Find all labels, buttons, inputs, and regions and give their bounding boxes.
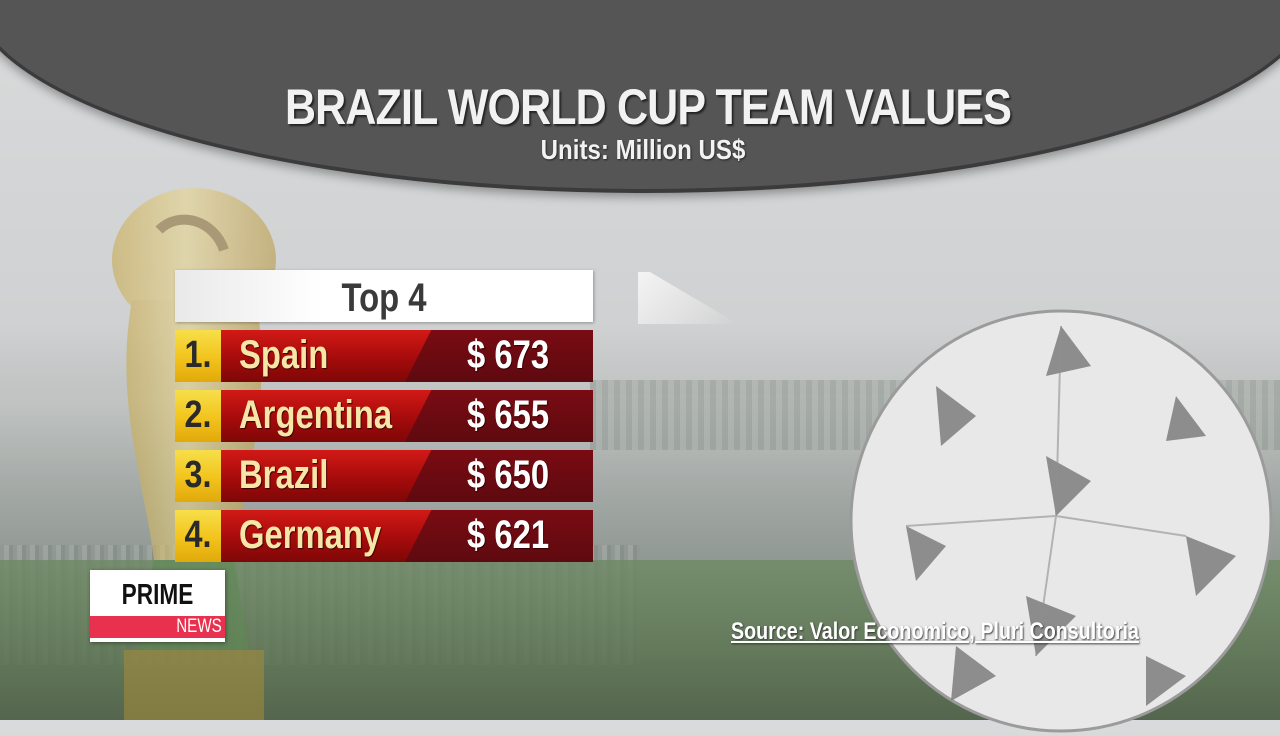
rank-label: 2. [184, 394, 212, 436]
page-title: BRAZIL WORLD CUP TEAM VALUES [284, 79, 1012, 135]
rank-badge: 2. [175, 390, 221, 442]
value-bar [405, 330, 593, 382]
rank-badge: 4. [175, 510, 221, 562]
prime-time-news-logo: PRIME TIME NEWS [90, 570, 225, 644]
table-row: 2. Argentina $ 655 [175, 390, 593, 442]
team-name: Spain [239, 333, 329, 377]
units-subtitle: Units: Million US$ [540, 134, 746, 165]
team-name: Germany [239, 513, 382, 557]
team-value: $ 621 [467, 513, 550, 557]
value-bar [405, 450, 593, 502]
table-row: 1. Spain $ 673 [175, 330, 593, 382]
table-heading: Top 4 [341, 276, 427, 320]
team-value: $ 673 [467, 333, 550, 377]
rank-badge: 3. [175, 450, 221, 502]
rank-label: 1. [184, 334, 212, 376]
table-heading-box: Top 4 [175, 270, 593, 322]
rank-label: 3. [184, 454, 212, 496]
logo-news-text: NEWS [176, 616, 222, 637]
soccer-ball-image [849, 309, 1273, 733]
team-name: Brazil [239, 453, 329, 497]
table-row: 3. Brazil $ 650 [175, 450, 593, 502]
table-row: 4. Germany $ 621 [175, 510, 593, 562]
decorative-tab-shape [638, 272, 738, 324]
source-credit: Source: Valor Economico, Pluri Consultor… [731, 618, 1139, 645]
rank-label: 4. [184, 514, 212, 556]
value-bar [405, 390, 593, 442]
team-value: $ 650 [467, 453, 550, 497]
logo-news-strip: NEWS [90, 616, 225, 638]
rank-badge: 1. [175, 330, 221, 382]
team-name: Argentina [239, 393, 393, 437]
team-value: $ 655 [467, 393, 550, 437]
value-bar [405, 510, 593, 562]
